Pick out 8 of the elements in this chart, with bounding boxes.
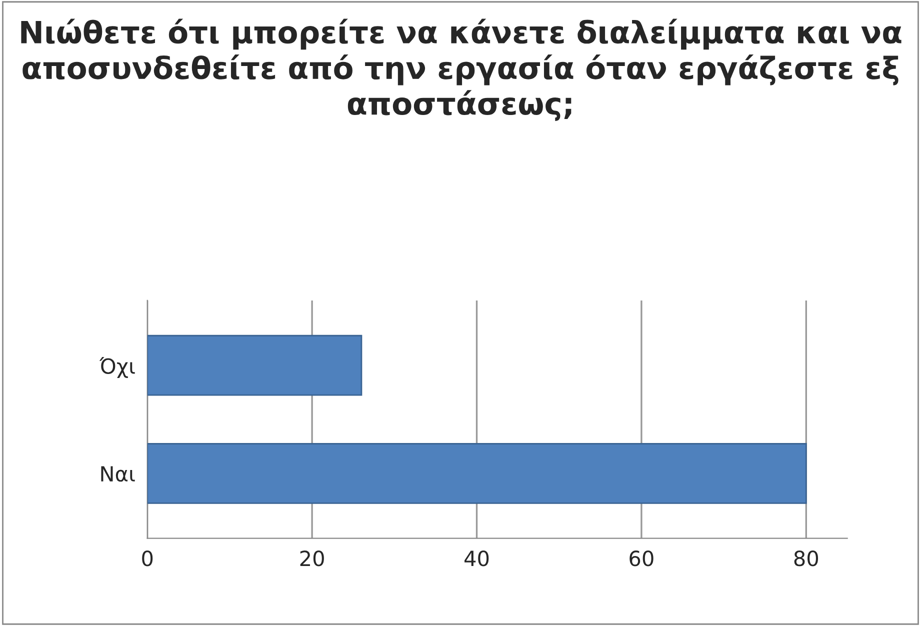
x-tick-label: 20 bbox=[300, 550, 324, 566]
x-tick-label: 40 bbox=[464, 550, 489, 566]
x-tick-label: 0 bbox=[142, 550, 153, 566]
y-tick-label: Ναι bbox=[101, 466, 135, 482]
x-tick-label: 80 bbox=[794, 550, 818, 566]
x-tick-label: 60 bbox=[630, 550, 654, 566]
y-tick-label: Όχι bbox=[99, 357, 135, 378]
chart-title: Νιώθετε ότι μπορείτε να κάνετε διαλείμματα και να αποσυνδεθείτε από την εργασία όταν εργάζεστε εξ αποστάσεως; bbox=[21, 18, 902, 121]
